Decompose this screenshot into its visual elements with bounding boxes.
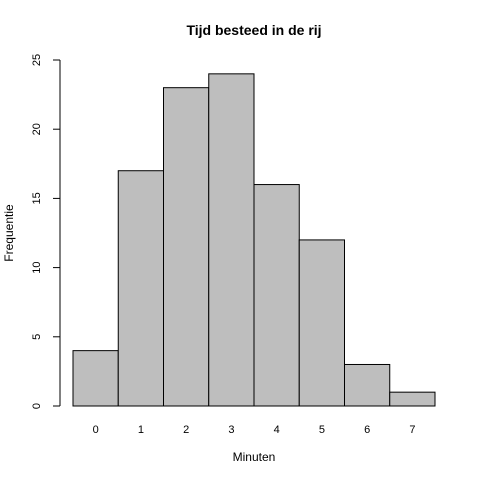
chart-title: Tijd besteed in de rij bbox=[186, 22, 321, 38]
y-tick-label-15: 15 bbox=[31, 192, 43, 204]
bar-6 bbox=[344, 363, 391, 407]
bar-1 bbox=[117, 170, 164, 407]
bar-7 bbox=[389, 391, 436, 407]
x-axis-label: Minuten bbox=[233, 450, 276, 464]
bar-0 bbox=[72, 350, 119, 407]
y-tick-label-20: 20 bbox=[31, 123, 43, 135]
bar-3 bbox=[208, 73, 255, 407]
x-tick-label-4: 4 bbox=[274, 424, 280, 436]
y-tick-label-10: 10 bbox=[31, 261, 43, 273]
x-tick-label-7: 7 bbox=[409, 424, 415, 436]
x-tick-label-2: 2 bbox=[183, 424, 189, 436]
bars-group bbox=[72, 73, 436, 407]
x-tick-label-1: 1 bbox=[138, 424, 144, 436]
y-axis-label: Frequentie bbox=[2, 204, 16, 262]
y-tick-label-5: 5 bbox=[31, 334, 43, 340]
x-tick-label-3: 3 bbox=[228, 424, 234, 436]
bar-4 bbox=[253, 184, 300, 407]
x-tick-label-5: 5 bbox=[319, 424, 325, 436]
y-tick-label-0: 0 bbox=[31, 403, 43, 409]
y-axis: 0 5 10 15 20 25 bbox=[31, 54, 61, 409]
y-tick-label-25: 25 bbox=[31, 54, 43, 66]
bar-2 bbox=[163, 87, 210, 407]
x-tick-labels: 0 1 2 3 4 5 6 7 bbox=[93, 424, 416, 436]
x-tick-label-6: 6 bbox=[364, 424, 370, 436]
bar-5 bbox=[298, 239, 345, 407]
x-tick-label-0: 0 bbox=[93, 424, 99, 436]
